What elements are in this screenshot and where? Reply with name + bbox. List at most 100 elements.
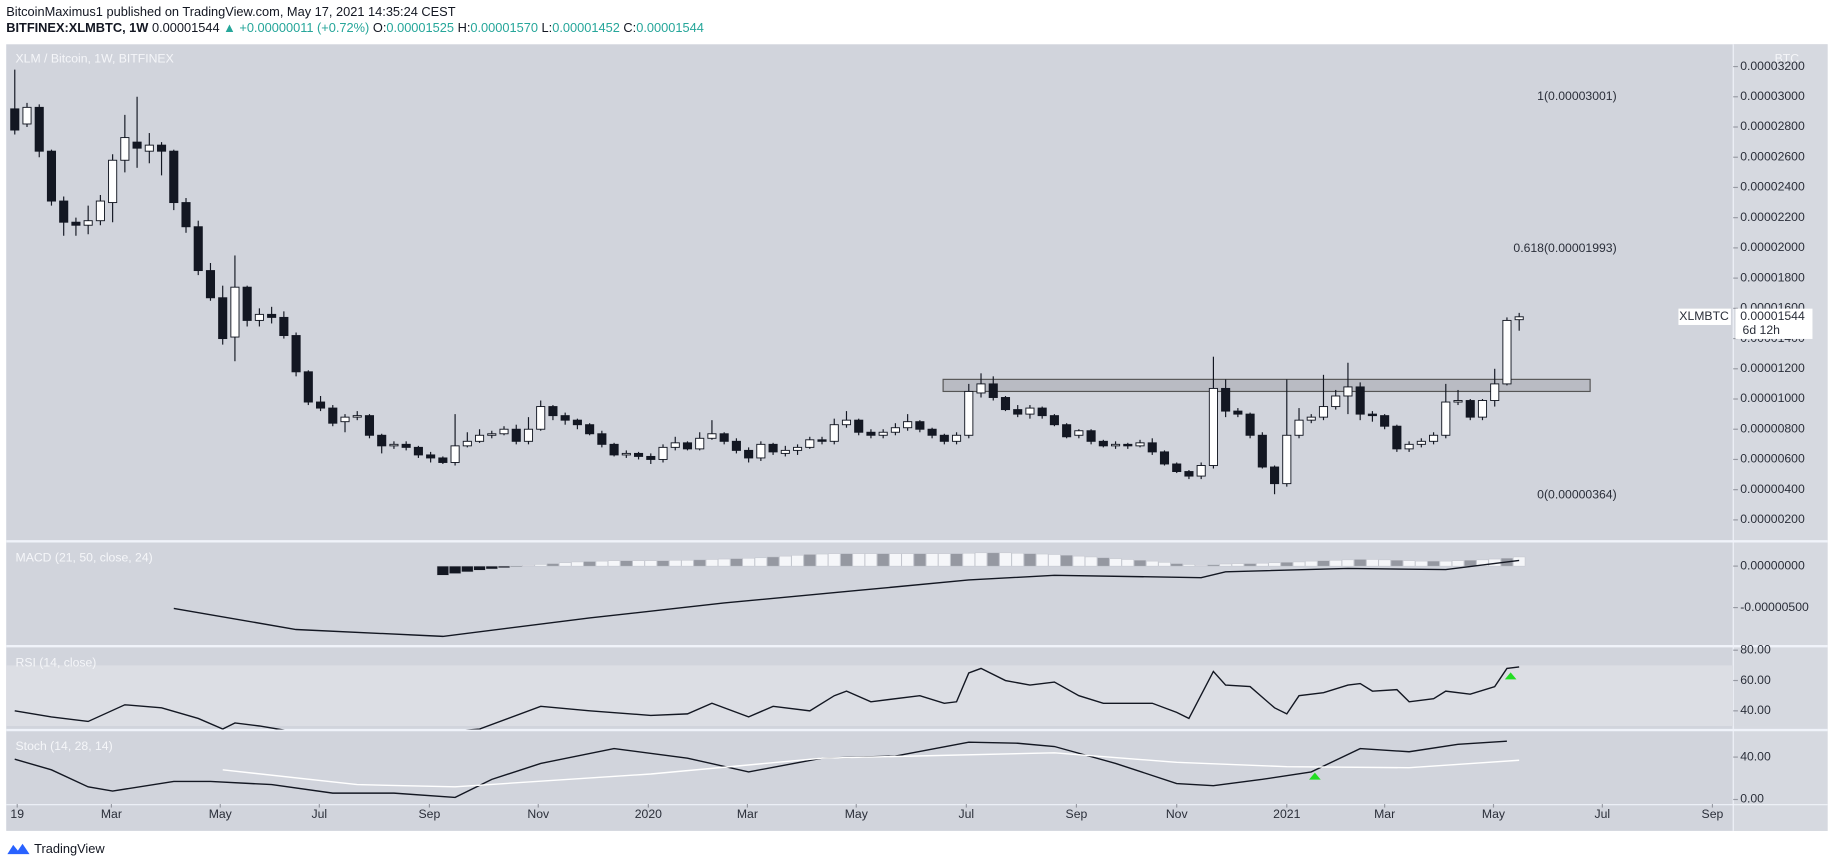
histogram-bar	[1329, 560, 1342, 567]
histogram-bar	[840, 553, 853, 567]
histogram-bar	[559, 562, 572, 567]
candle-body	[254, 313, 264, 321]
change: ▲ +0.00000011 (+0.72%)	[223, 21, 369, 36]
candle-body	[1465, 400, 1475, 418]
candle-body	[1490, 383, 1500, 401]
histogram-bar	[449, 565, 462, 574]
histogram-bar	[1195, 565, 1208, 567]
histogram-bar	[1023, 553, 1037, 567]
fib-label: 0(0.00000364)	[1537, 487, 1617, 501]
histogram-bar	[1366, 559, 1379, 567]
x-tick-label: May	[1482, 807, 1506, 821]
histogram-bar	[1403, 560, 1416, 567]
y-tick-label: 0.00	[1740, 792, 1764, 806]
candle-body	[682, 442, 693, 450]
candle-body	[279, 316, 289, 337]
histogram-bar	[852, 553, 865, 567]
histogram-bar	[1305, 560, 1318, 567]
histogram-bar	[1464, 560, 1477, 567]
histogram-bar	[608, 560, 621, 567]
y-tick-label: 0.00000200	[1740, 512, 1805, 526]
histogram-bar	[1427, 560, 1440, 567]
candle-body	[34, 106, 44, 152]
y-tick-label: 0.00001000	[1740, 391, 1805, 405]
histogram-bar	[803, 554, 816, 567]
logo	[7, 843, 30, 855]
ohlc-key: L:	[542, 21, 553, 36]
histogram-bar	[1048, 554, 1061, 567]
x-tick-label: Jul	[959, 807, 975, 821]
histogram-bar	[1097, 557, 1110, 567]
price-pane	[10, 69, 1591, 495]
histogram-bar	[950, 553, 963, 567]
histogram-bar	[497, 565, 511, 568]
histogram-bar	[828, 553, 841, 567]
y-tick-label: 0.00002800	[1740, 119, 1805, 133]
signal-marker	[1309, 772, 1321, 780]
indicator-line	[14, 740, 1507, 799]
resistance-zone	[942, 378, 1591, 393]
candle-body	[71, 221, 81, 226]
histogram-bar	[1451, 560, 1465, 567]
histogram-bar	[534, 564, 547, 567]
candle-body	[1282, 434, 1292, 485]
fib-label: 1(0.00003001)	[1537, 89, 1617, 103]
candle-body	[780, 449, 790, 454]
histogram-bar	[901, 553, 914, 567]
candle-body	[401, 443, 411, 448]
histogram-bar	[1182, 564, 1196, 567]
rsi-band	[6, 665, 1734, 727]
x-tick-label: 2020	[635, 807, 662, 821]
candle-body	[560, 415, 570, 421]
candle-body	[1257, 434, 1267, 468]
histogram-bar	[987, 552, 1000, 567]
candle-body	[1270, 466, 1280, 485]
candle-body	[952, 434, 962, 442]
candle-body	[634, 452, 644, 457]
histogram-bar	[1292, 561, 1306, 567]
candle-body	[22, 106, 32, 125]
candle-body	[585, 424, 595, 435]
x-tick-label: Nov	[1166, 807, 1189, 821]
x-tick-label: Jul	[1595, 807, 1611, 821]
candle-body	[267, 313, 277, 318]
candle-body	[487, 433, 497, 436]
candle-body	[1196, 465, 1206, 477]
price-tag-label: 0.00001544	[1740, 309, 1805, 323]
countdown: 6d 12h	[1743, 323, 1780, 337]
candle-body	[523, 428, 534, 442]
y-tick-label: 0.00000800	[1740, 421, 1805, 435]
histogram-bar	[461, 565, 474, 573]
candle-body	[548, 406, 558, 417]
candle-body	[890, 427, 900, 433]
symbol: BITFINEX:XLMBTC, 1W	[6, 21, 149, 36]
candle-body	[1111, 443, 1121, 447]
histogram-bar	[938, 553, 951, 567]
indicator-line	[173, 559, 1520, 638]
histogram-bar	[681, 560, 694, 567]
candle-body	[1147, 442, 1157, 453]
candle-body	[939, 434, 949, 442]
candle-body	[609, 443, 619, 456]
candle-body	[450, 445, 460, 463]
indicator-panes	[6, 552, 1734, 799]
candle-body	[707, 433, 717, 439]
histogram-bar	[1060, 555, 1073, 567]
histogram-bar	[1170, 563, 1183, 567]
y-tick-label: 0.00000000	[1740, 558, 1805, 572]
candle-body	[964, 390, 974, 436]
candle-body	[120, 137, 130, 161]
candle-body	[621, 452, 631, 456]
histogram-bar	[742, 557, 755, 567]
last-price: 0.00001544	[152, 21, 220, 36]
histogram-bar	[522, 565, 535, 567]
candle-body	[438, 457, 448, 463]
candle-body	[83, 220, 93, 226]
histogram-bar	[620, 560, 633, 567]
candle-body	[572, 419, 582, 426]
candle-body	[377, 434, 387, 447]
ohlc-value: 0.00001525	[386, 21, 454, 36]
symbol-line: BITFINEX:XLMBTC, 1W 0.00001544 ▲ +0.0000…	[6, 21, 704, 36]
candle-body	[413, 446, 423, 456]
candle-body	[1380, 415, 1390, 427]
